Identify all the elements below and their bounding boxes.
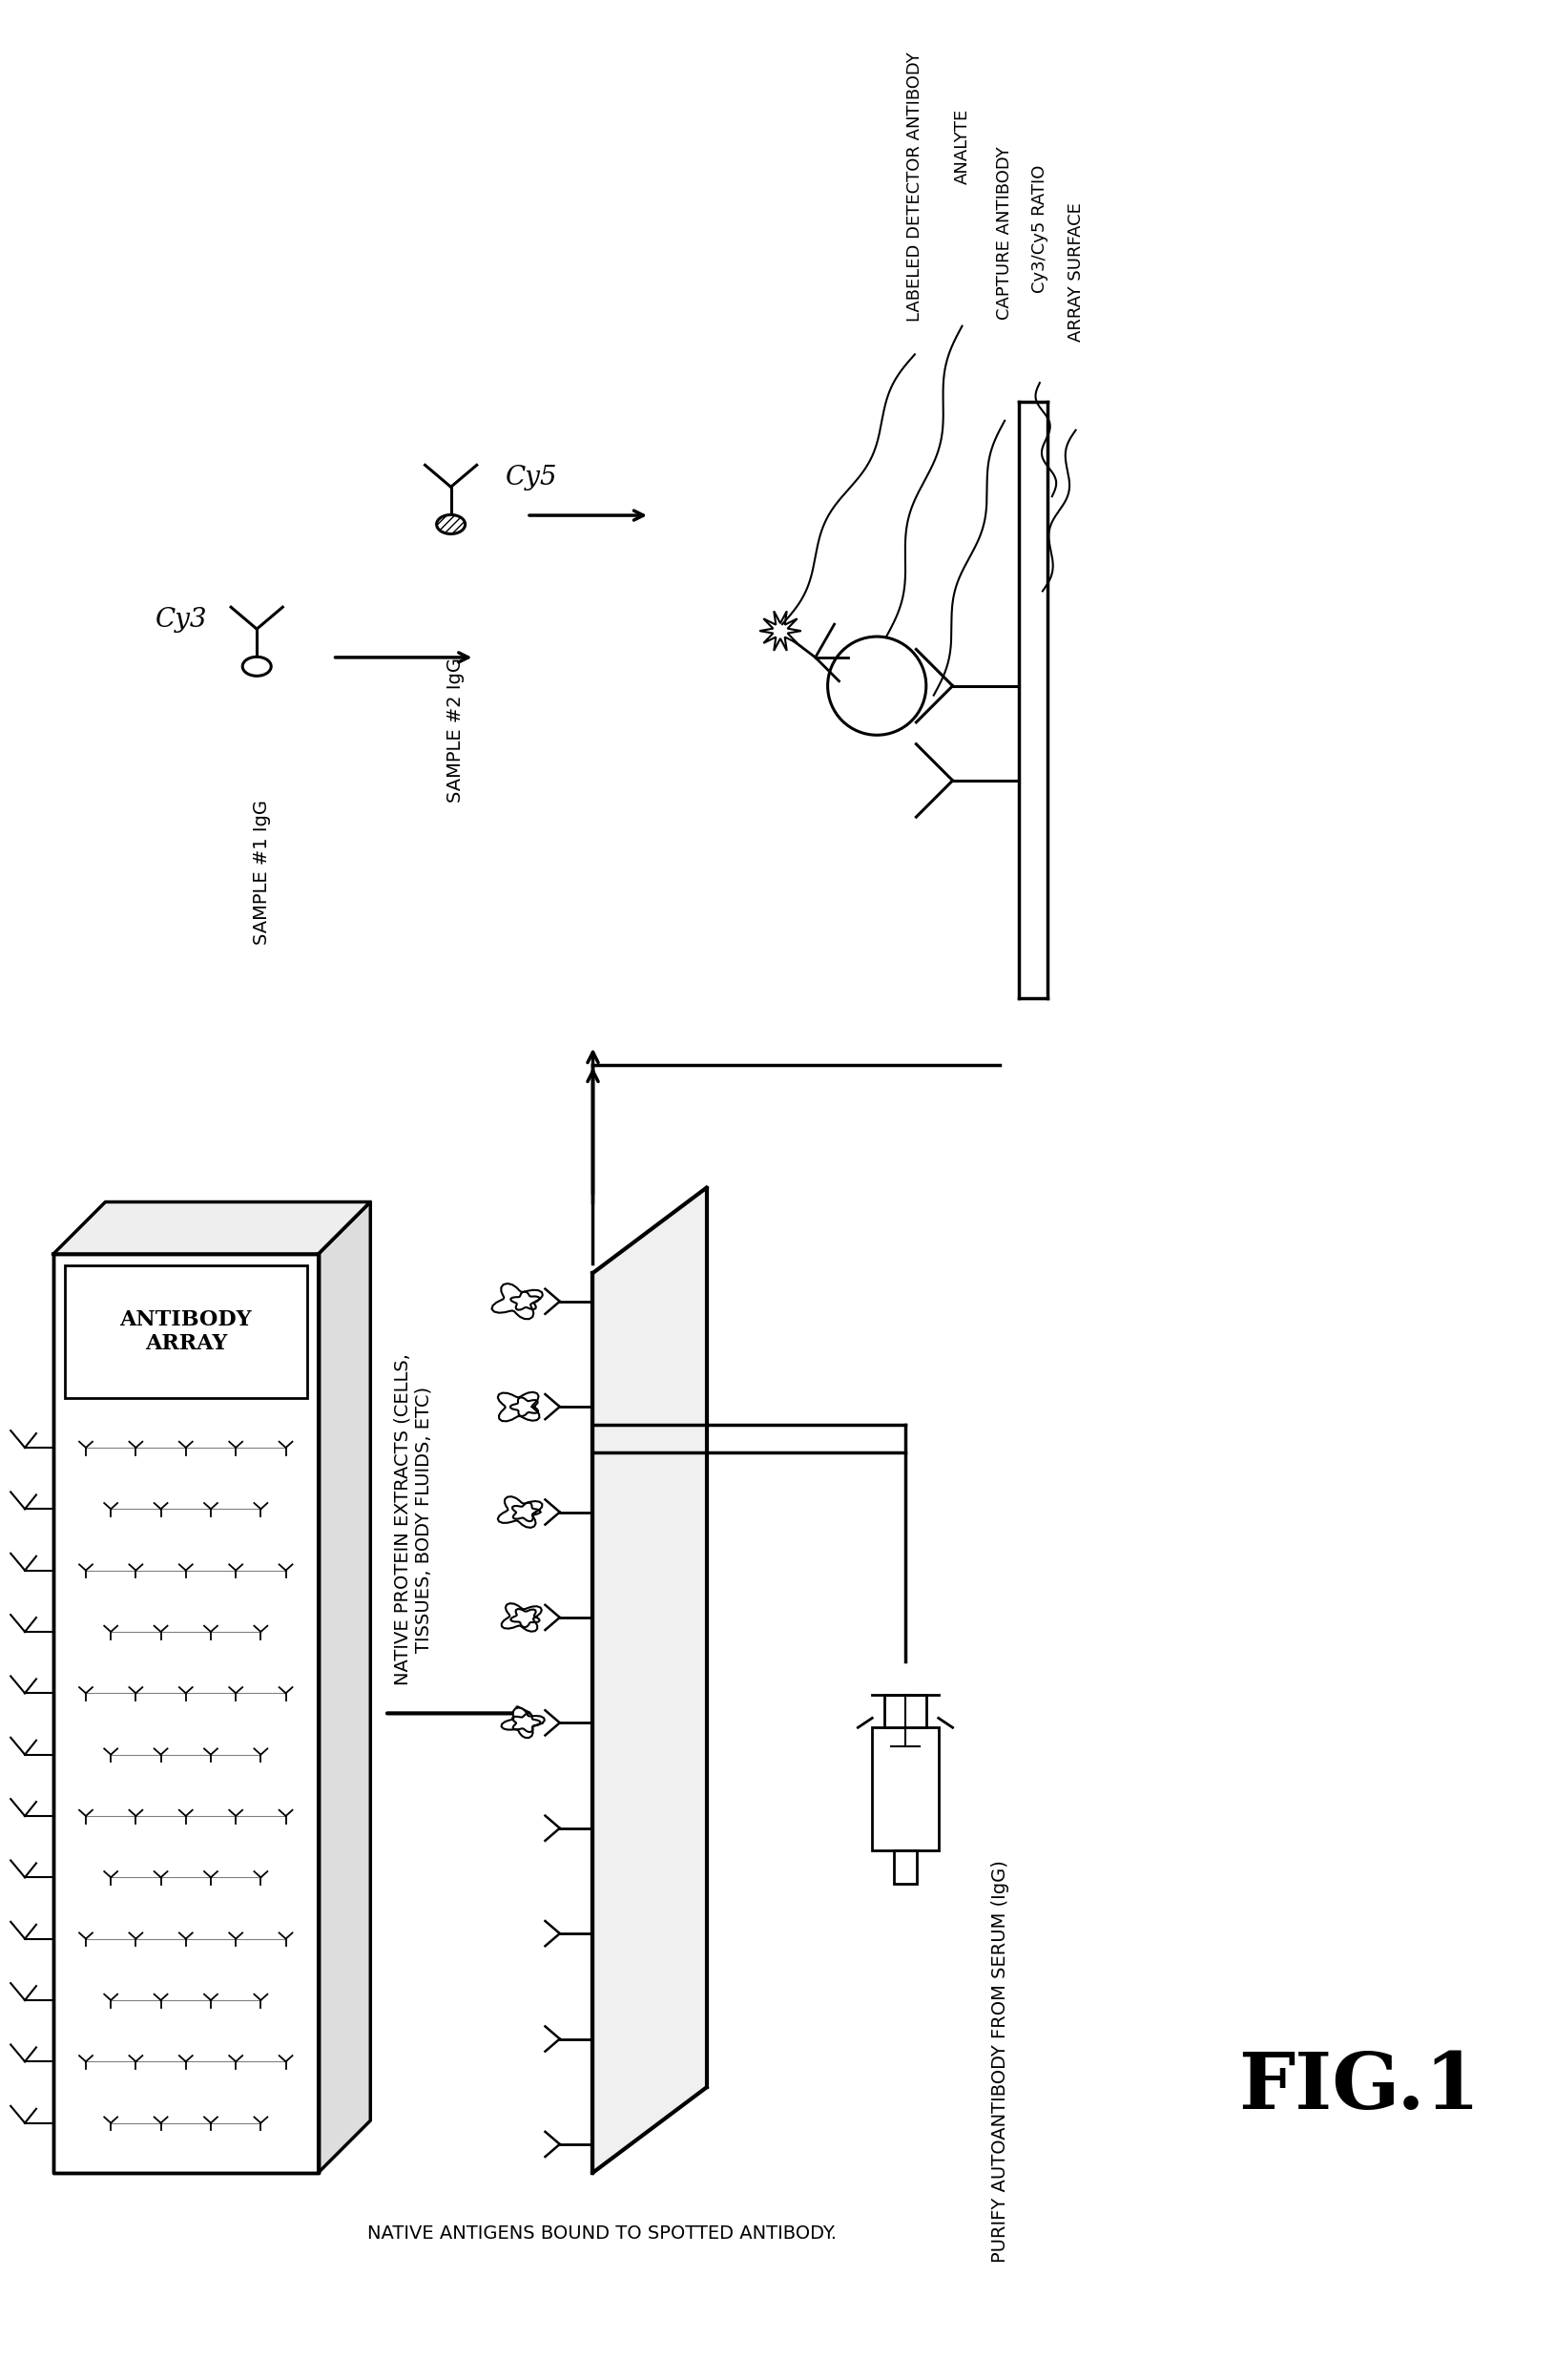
Polygon shape — [319, 1202, 370, 2173]
Text: Cy3/Cy5 RATIO: Cy3/Cy5 RATIO — [1031, 164, 1048, 293]
Text: LABELED DETECTOR ANTIBODY: LABELED DETECTOR ANTIBODY — [905, 52, 922, 321]
Polygon shape — [498, 1392, 540, 1421]
Polygon shape — [491, 1283, 543, 1319]
Text: ARRAY SURFACE: ARRAY SURFACE — [1067, 202, 1084, 343]
Text: Cy5: Cy5 — [505, 464, 557, 490]
Polygon shape — [510, 1292, 540, 1309]
Text: SAMPLE #1 IgG: SAMPLE #1 IgG — [252, 800, 271, 945]
Text: ANALYTE: ANALYTE — [953, 107, 970, 183]
Text: PURIFY AUTOANTIBODY FROM SERUM (IgG): PURIFY AUTOANTIBODY FROM SERUM (IgG) — [991, 1861, 1009, 2263]
Polygon shape — [510, 1609, 540, 1628]
Text: SAMPLE #2 IgG: SAMPLE #2 IgG — [446, 657, 465, 802]
Polygon shape — [53, 1254, 319, 2173]
Text: CAPTURE ANTIBODY: CAPTURE ANTIBODY — [995, 145, 1012, 319]
Polygon shape — [512, 1502, 540, 1521]
Polygon shape — [53, 1202, 370, 1254]
Polygon shape — [510, 1397, 538, 1416]
Polygon shape — [592, 1188, 706, 2173]
Bar — [65, 1266, 306, 1397]
Ellipse shape — [243, 657, 271, 676]
Ellipse shape — [437, 514, 465, 533]
Circle shape — [827, 635, 925, 735]
Polygon shape — [498, 1497, 541, 1528]
Bar — [894, 1852, 916, 1885]
Bar — [883, 1695, 925, 1728]
Bar — [872, 1728, 938, 1852]
Text: Cy3: Cy3 — [156, 607, 207, 633]
Polygon shape — [501, 1706, 544, 1737]
Polygon shape — [512, 1714, 540, 1733]
Text: ANTIBODY
ARRAY: ANTIBODY ARRAY — [120, 1309, 252, 1354]
Text: NATIVE ANTIGENS BOUND TO SPOTTED ANTIBODY.: NATIVE ANTIGENS BOUND TO SPOTTED ANTIBOD… — [367, 2225, 837, 2242]
Text: NATIVE PROTEIN EXTRACTS (CELLS,
TISSUES, BODY FLUIDS, ETC): NATIVE PROTEIN EXTRACTS (CELLS, TISSUES,… — [393, 1354, 432, 1685]
Text: FIG.1: FIG.1 — [1238, 2049, 1480, 2125]
Polygon shape — [759, 612, 801, 650]
Polygon shape — [501, 1604, 541, 1633]
